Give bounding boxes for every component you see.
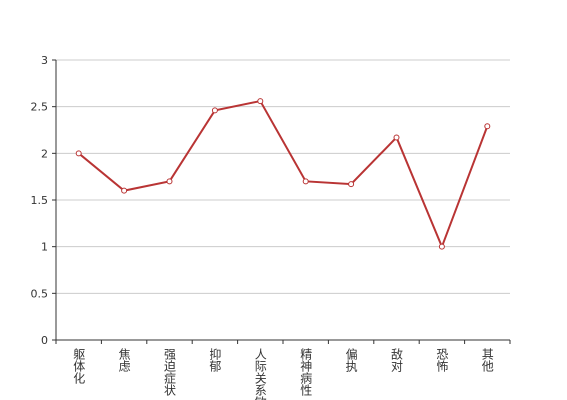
y-tick-label: 0.5 xyxy=(31,287,49,300)
line xyxy=(78,99,489,250)
x-tick-label: 人际关系敏感 xyxy=(253,348,267,400)
x-tick-label: 强迫症状 xyxy=(163,348,177,396)
point xyxy=(121,187,128,194)
x-tick-label: 躯体化 xyxy=(72,347,86,385)
x-tick-label: 偏执 xyxy=(344,347,358,373)
y-tick-label: 3 xyxy=(41,54,48,67)
y-tick-label: 2 xyxy=(41,147,48,160)
point xyxy=(302,178,309,185)
point xyxy=(348,181,355,188)
x-tick-label: 焦虑 xyxy=(117,348,131,372)
point xyxy=(393,134,400,141)
x-tick-label: 抑郁 xyxy=(208,347,222,373)
point xyxy=(257,98,264,105)
point xyxy=(484,123,491,130)
point xyxy=(75,150,82,157)
x-tick-label: 恐怖 xyxy=(435,348,449,372)
point xyxy=(166,178,173,185)
y-tick-label: 1.5 xyxy=(31,194,49,207)
x-tick-label: 其他 xyxy=(480,348,494,372)
x-tick-label: 敌对 xyxy=(390,347,404,372)
point xyxy=(438,243,445,250)
y-tick-label: 2.5 xyxy=(31,101,49,114)
y-tick-label: 0 xyxy=(41,334,48,347)
y-tick-label: 1 xyxy=(41,241,48,254)
point xyxy=(211,107,218,114)
x-tick-label: 精神病性 xyxy=(299,348,313,397)
